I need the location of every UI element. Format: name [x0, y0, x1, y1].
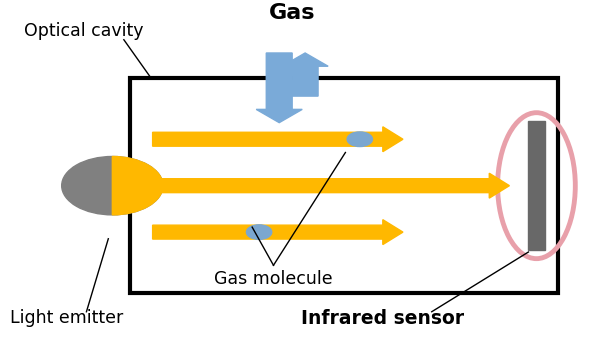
FancyArrow shape — [152, 127, 403, 152]
FancyArrow shape — [152, 173, 509, 198]
Text: Infrared sensor: Infrared sensor — [301, 309, 464, 328]
Text: Optical cavity: Optical cavity — [24, 22, 143, 41]
Text: Light emitter: Light emitter — [10, 309, 123, 328]
FancyArrow shape — [152, 220, 403, 245]
Text: Gas molecule: Gas molecule — [214, 270, 333, 288]
Text: Gas: Gas — [269, 3, 316, 23]
Wedge shape — [112, 156, 163, 215]
Circle shape — [62, 156, 163, 215]
Circle shape — [347, 132, 373, 147]
Bar — [529, 121, 545, 250]
Circle shape — [247, 225, 272, 239]
FancyArrow shape — [282, 53, 328, 96]
FancyArrow shape — [256, 53, 302, 123]
Bar — [130, 78, 559, 293]
